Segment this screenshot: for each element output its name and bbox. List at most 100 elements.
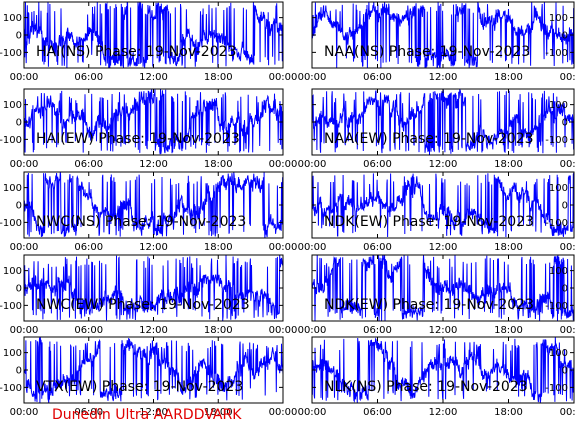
phase-panel: 100 0 -100 00:00 06:00 12:00 18:00 00:00 HAI(NS)… (0, 1, 298, 83)
x-tick-label: 00:00 (560, 325, 576, 336)
x-tick-label: 12:00 (139, 325, 168, 336)
x-tick-label: 18:00 (494, 407, 523, 418)
x-tick-label: 18:00 (204, 325, 233, 336)
x-tick-label: 00:00 (269, 325, 298, 336)
y-tick-label: 100 (549, 266, 568, 277)
phase-trace (24, 89, 283, 155)
phase-trace (312, 2, 574, 68)
x-tick-label: 12:00 (429, 325, 458, 336)
y-tick-label: 0 (16, 201, 22, 212)
x-tick-label: 00:00 (10, 325, 39, 336)
y-tick-label: 100 (3, 266, 22, 277)
x-tick-label: 00:00 (560, 72, 576, 83)
x-tick-label: 12:00 (139, 72, 168, 83)
y-tick-label: 100 (3, 13, 22, 24)
y-tick-label: 0 (562, 366, 568, 377)
y-tick-label: -100 (545, 135, 568, 146)
x-tick-label: 06:00 (363, 325, 392, 336)
y-tick-label: 100 (3, 100, 22, 111)
phase-panel: 100 0 -100 00:00 06:00 12:00 18:00 00:00 VTX(EW)… (0, 336, 298, 418)
x-tick-label: 00:00 (269, 159, 298, 170)
y-tick-label: -100 (0, 301, 22, 312)
y-tick-label: 100 (549, 100, 568, 111)
y-tick-label: -100 (0, 218, 22, 229)
y-tick-label: 100 (549, 13, 568, 24)
footer-title: Dunedin Ultra AARDDVARK (52, 407, 242, 423)
x-tick-label: 12:00 (429, 407, 458, 418)
y-tick-label: 0 (562, 118, 568, 129)
phase-trace (312, 255, 574, 321)
x-tick-label: 00:00 (10, 72, 39, 83)
y-tick-label: -100 (545, 301, 568, 312)
x-tick-label: 18:00 (204, 407, 233, 418)
y-tick-label: -100 (545, 383, 568, 394)
panel-title: NDK(EW) Phase: 19-Nov-2023 (324, 214, 534, 230)
x-tick-label: 12:00 (139, 159, 168, 170)
x-tick-label: 06:00 (363, 159, 392, 170)
y-tick-label: -100 (545, 218, 568, 229)
x-tick-label: 06:00 (363, 242, 392, 253)
x-tick-label: 00:00 (298, 159, 327, 170)
phase-panel: 100 0 -100 00:00 06:00 12:00 18:00 00:00 NWC(EW)… (0, 254, 298, 336)
x-tick-label: 18:00 (494, 242, 523, 253)
x-tick-label: 00:00 (269, 407, 298, 418)
x-tick-label: 00:00 (298, 325, 327, 336)
x-tick-label: 06:00 (74, 242, 103, 253)
panel-title: NLK(NS) Phase: 19-Nov-2023 (324, 379, 528, 395)
x-tick-label: 18:00 (494, 72, 523, 83)
x-tick-label: 00:00 (560, 159, 576, 170)
panel-title: NAA(EW) Phase: 19-Nov-2023 (324, 131, 534, 147)
x-tick-label: 18:00 (494, 159, 523, 170)
x-tick-label: 00:00 (298, 72, 327, 83)
phase-panel: 100 0 -100 00:00 06:00 12:00 18:00 00:00 NAA(NS)… (298, 1, 576, 83)
phase-trace (24, 2, 283, 68)
y-tick-label: -100 (0, 48, 22, 59)
x-tick-label: 00:00 (10, 159, 39, 170)
panel-title: NWC(NS) Phase: 19-Nov-2023 (36, 214, 246, 230)
x-tick-label: 18:00 (204, 159, 233, 170)
phase-trace (312, 172, 574, 238)
y-tick-label: -100 (0, 135, 22, 146)
x-tick-label: 06:00 (363, 72, 392, 83)
x-tick-label: 18:00 (204, 72, 233, 83)
x-tick-label: 06:00 (74, 72, 103, 83)
phase-panel: 100 0 -100 00:00 06:00 12:00 18:00 00:00 NLK(NS)… (298, 336, 576, 418)
x-tick-label: 00:00 (560, 242, 576, 253)
panel-title: NWC(EW) Phase: 19-Nov-2023 (36, 297, 250, 313)
y-tick-label: 100 (549, 183, 568, 194)
x-tick-label: 12:00 (139, 407, 168, 418)
phase-trace (312, 89, 574, 155)
phase-panel: 100 0 -100 00:00 06:00 12:00 18:00 00:00 HAI(EW)… (0, 88, 298, 170)
x-tick-label: 12:00 (139, 242, 168, 253)
y-tick-label: -100 (545, 48, 568, 59)
x-tick-label: 12:00 (429, 72, 458, 83)
panels-group: 100 0 -100 00:00 06:00 12:00 18:00 00:00 HAI(NS)… (0, 1, 576, 418)
y-tick-label: 0 (16, 366, 22, 377)
y-tick-label: 0 (562, 31, 568, 42)
x-tick-label: 00:00 (298, 242, 327, 253)
x-tick-label: 18:00 (494, 325, 523, 336)
x-tick-label: 06:00 (363, 407, 392, 418)
phase-panel: 100 0 -100 00:00 06:00 12:00 18:00 00:00 NAA(EW)… (298, 88, 576, 170)
y-tick-label: 0 (16, 284, 22, 295)
x-tick-label: 00:00 (560, 407, 576, 418)
panel-title: NDK(EW) Phase: 19-Nov-2023 (324, 297, 534, 313)
x-tick-label: 18:00 (204, 242, 233, 253)
y-tick-label: -100 (0, 383, 22, 394)
y-tick-label: 0 (562, 284, 568, 295)
panel-title: HAI(EW) Phase: 19-Nov-2023 (36, 131, 240, 147)
x-tick-label: 00:00 (269, 242, 298, 253)
x-tick-label: 06:00 (74, 407, 103, 418)
y-tick-label: 0 (562, 201, 568, 212)
y-tick-label: 100 (3, 348, 22, 359)
y-tick-label: 0 (16, 118, 22, 129)
phase-panel: 100 0 -100 00:00 06:00 12:00 18:00 00:00 NDK(EW)… (298, 171, 576, 253)
x-tick-label: 00:00 (269, 72, 298, 83)
phase-trace (24, 255, 283, 321)
panel-title: NAA(NS) Phase: 19-Nov-2023 (324, 44, 530, 60)
x-tick-label: 00:00 (10, 242, 39, 253)
x-tick-label: 12:00 (429, 242, 458, 253)
y-tick-label: 100 (3, 183, 22, 194)
phase-panel: 100 0 -100 00:00 06:00 12:00 18:00 00:00 NWC(NS)… (0, 171, 298, 253)
